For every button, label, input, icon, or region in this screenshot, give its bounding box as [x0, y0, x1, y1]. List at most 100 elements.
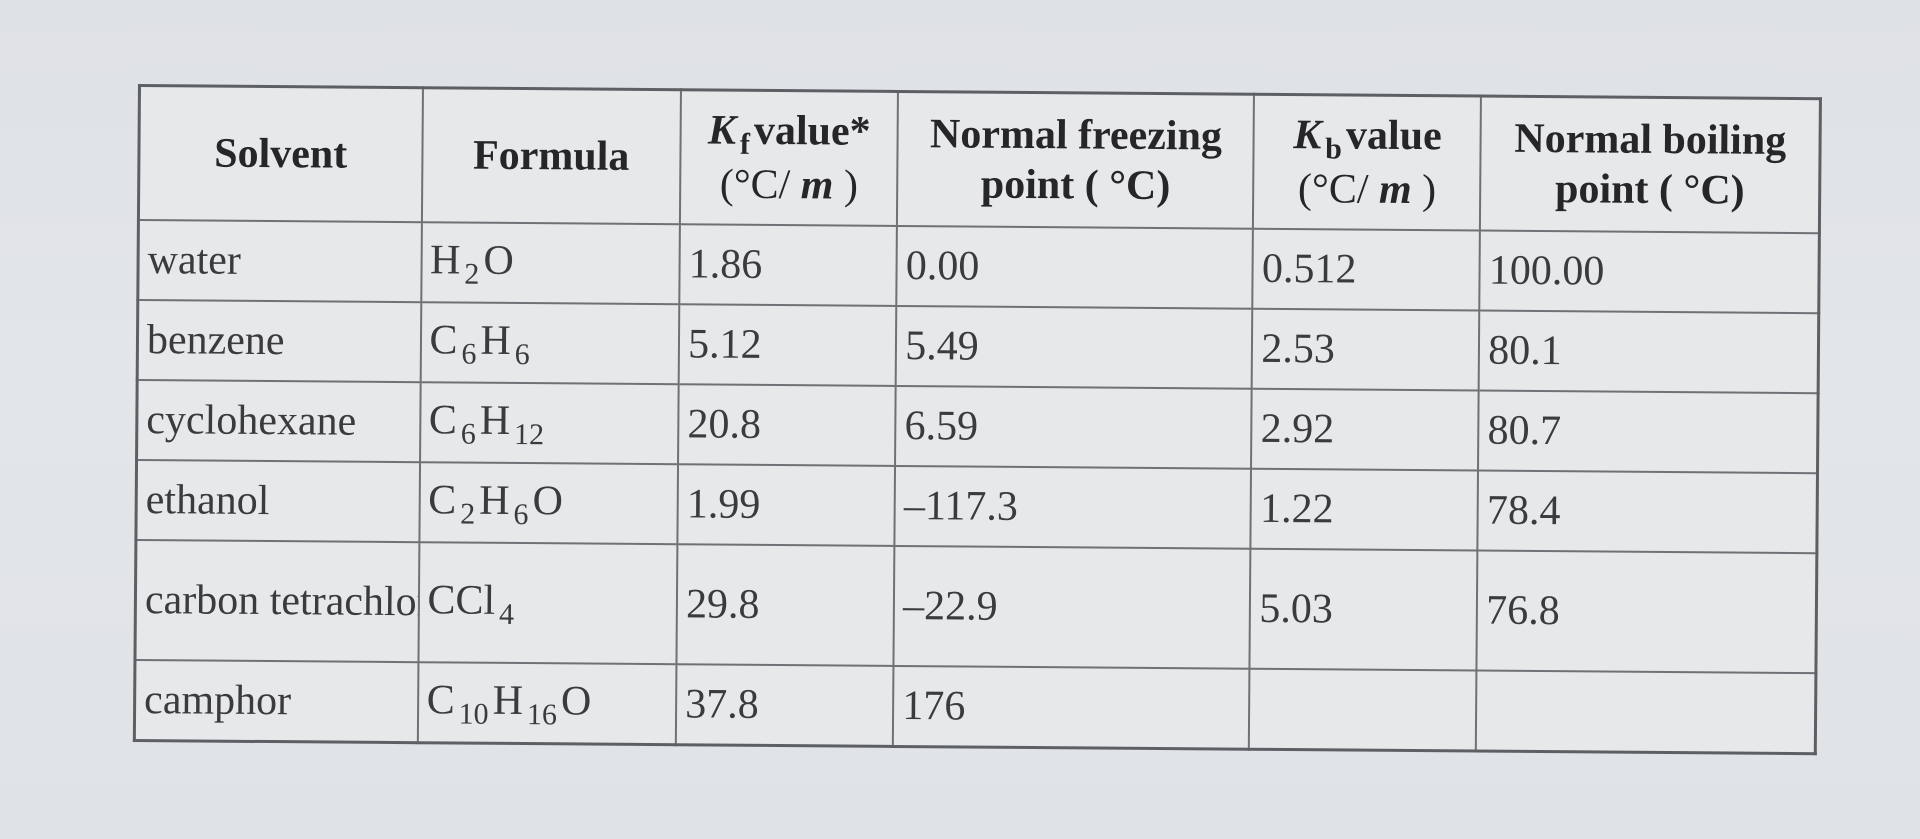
kf-symbol: K: [707, 107, 737, 154]
formula-element: H: [429, 237, 461, 284]
cell-solvent: cyclohexane: [136, 380, 421, 463]
cell-formula: C 6H 6: [420, 302, 680, 385]
header-bp-line2: point ( °C): [1554, 166, 1745, 214]
cell-kb: 0.512: [1252, 228, 1481, 311]
cell-boiling-point: 100.00: [1479, 230, 1820, 314]
cell-solvent: camphor: [134, 659, 418, 743]
cell-solvent: benzene: [137, 300, 421, 383]
table-row: water H 2O 1.86 0.00 0.512 100.00: [137, 220, 1820, 314]
formula-element: O: [483, 237, 514, 284]
cell-kb: [1249, 668, 1477, 752]
formula-element: H: [480, 317, 512, 364]
cell-kb-value: 0.512: [1261, 245, 1357, 293]
cell-freezing-point-value: 176: [902, 683, 966, 730]
cell-boiling-point: 78.4: [1477, 470, 1818, 554]
cell-kb-value: 2.92: [1260, 405, 1335, 453]
cell-boiling-point-value: 78.4: [1486, 487, 1561, 535]
formula-subscript: 10: [458, 697, 489, 731]
cell-solvent: ethanol: [135, 460, 420, 543]
cell-freezing-point-value: 0.00: [905, 243, 980, 290]
cell-boiling-point: [1476, 670, 1816, 754]
kb-unit-close: ): [1421, 167, 1437, 214]
cell-kb-value: 1.22: [1259, 485, 1334, 533]
kf-subscript: f: [739, 127, 751, 161]
kb-symbol: K: [1293, 112, 1322, 159]
formula-element: C: [429, 317, 458, 364]
cell-kb: 2.92: [1251, 388, 1479, 471]
cell-kf: 29.8: [676, 544, 895, 666]
formula-element: O: [532, 478, 564, 525]
header-solvent-label: Solvent: [214, 130, 348, 178]
solvent-name: benzene: [146, 317, 285, 365]
formula-subscript: 6: [514, 337, 530, 372]
cell-kf-value: 5.12: [687, 321, 762, 368]
cell-solvent: carbon tetrachloride: [134, 539, 419, 663]
header-fp-line1: Normal freezing: [929, 111, 1223, 160]
cell-kb-value: 5.03: [1259, 585, 1334, 633]
cell-boiling-point-value: 100.00: [1488, 247, 1605, 295]
cell-freezing-point-value: –22.9: [902, 583, 998, 630]
cell-boiling-point-value: 76.8: [1486, 587, 1560, 635]
cell-formula: H 2O: [420, 222, 681, 305]
kb-unit-m: m: [1378, 166, 1412, 214]
formula-subscript: 4: [498, 597, 515, 631]
header-solvent: Solvent: [138, 85, 423, 223]
cell-freezing-point: –117.3: [894, 465, 1252, 549]
table-row: camphor C 10H 16O 37.8 176: [134, 659, 1816, 754]
cell-kf-value: 1.86: [688, 241, 763, 288]
cell-formula: C 6H 12: [419, 382, 679, 465]
cell-freezing-point-value: 6.59: [904, 403, 979, 450]
cell-freezing-point: 6.59: [895, 385, 1253, 469]
table-body: water H 2O 1.86 0.00 0.512 100.00 benzene C 6H 6 5.…: [134, 220, 1820, 754]
table-row: benzene C 6H 6 5.12 5.49 2.53 80.1: [137, 300, 1819, 394]
kf-unit-m: m: [800, 162, 834, 209]
formula-subscript: 16: [526, 698, 558, 732]
cell-kf-value: 20.8: [687, 401, 762, 448]
cell-freezing-point-value: 5.49: [905, 323, 979, 370]
table-row: cyclohexane C 6H 12 20.8 6.59 2.92 80.7: [136, 380, 1819, 474]
cell-freezing-point: –22.9: [893, 545, 1251, 669]
header-freezing-point: Normal freezing point ( °C): [897, 91, 1255, 229]
cell-kf: 20.8: [678, 384, 896, 466]
header-bp-line1: Normal boiling: [1514, 115, 1787, 164]
formula-element: H: [492, 677, 524, 725]
cell-kf: 37.8: [675, 664, 894, 747]
cell-kf-value: 1.99: [686, 481, 761, 528]
table-row: ethanol C 2H 6O 1.99 –117.3 1.22 78.4: [135, 460, 1818, 554]
cell-kf: 5.12: [678, 304, 897, 386]
cell-boiling-point: 80.1: [1478, 310, 1819, 394]
cell-formula: C 10H 16O: [417, 662, 677, 745]
formula-element: H: [479, 477, 510, 524]
header-formula-label: Formula: [472, 132, 630, 180]
solvent-name: water: [147, 237, 242, 284]
cell-kf: 1.86: [679, 224, 898, 306]
cell-kf-value: 37.8: [685, 681, 759, 728]
header-boiling-point: Normal boiling point ( °C): [1480, 96, 1821, 234]
cell-solvent: water: [137, 220, 422, 303]
formula-element: H: [479, 397, 511, 444]
header-kf-line2: (°C/ m ): [689, 159, 889, 211]
formula-element: O: [560, 678, 592, 725]
cell-kb-value: 2.53: [1261, 325, 1336, 373]
formula-subscript: 12: [513, 417, 545, 452]
cell-formula: C 2H 6O: [418, 462, 679, 545]
formula-element: C: [428, 397, 458, 444]
cell-freezing-point: 176: [893, 665, 1250, 750]
cell-kb: 5.03: [1249, 548, 1478, 671]
cell-freezing-point-value: –117.3: [903, 483, 1019, 530]
cell-formula: CCl 4: [417, 542, 678, 665]
cell-freezing-point: 5.49: [895, 305, 1253, 389]
cell-boiling-point: 76.8: [1476, 550, 1817, 674]
formula-subscript: 2: [464, 257, 480, 291]
cell-kb: 2.53: [1252, 308, 1480, 391]
solvent-name: cyclohexane: [146, 397, 357, 445]
cell-boiling-point: 80.7: [1478, 390, 1819, 474]
formula-subscript: 6: [460, 417, 476, 451]
cell-boiling-point-value: 80.7: [1487, 407, 1562, 455]
